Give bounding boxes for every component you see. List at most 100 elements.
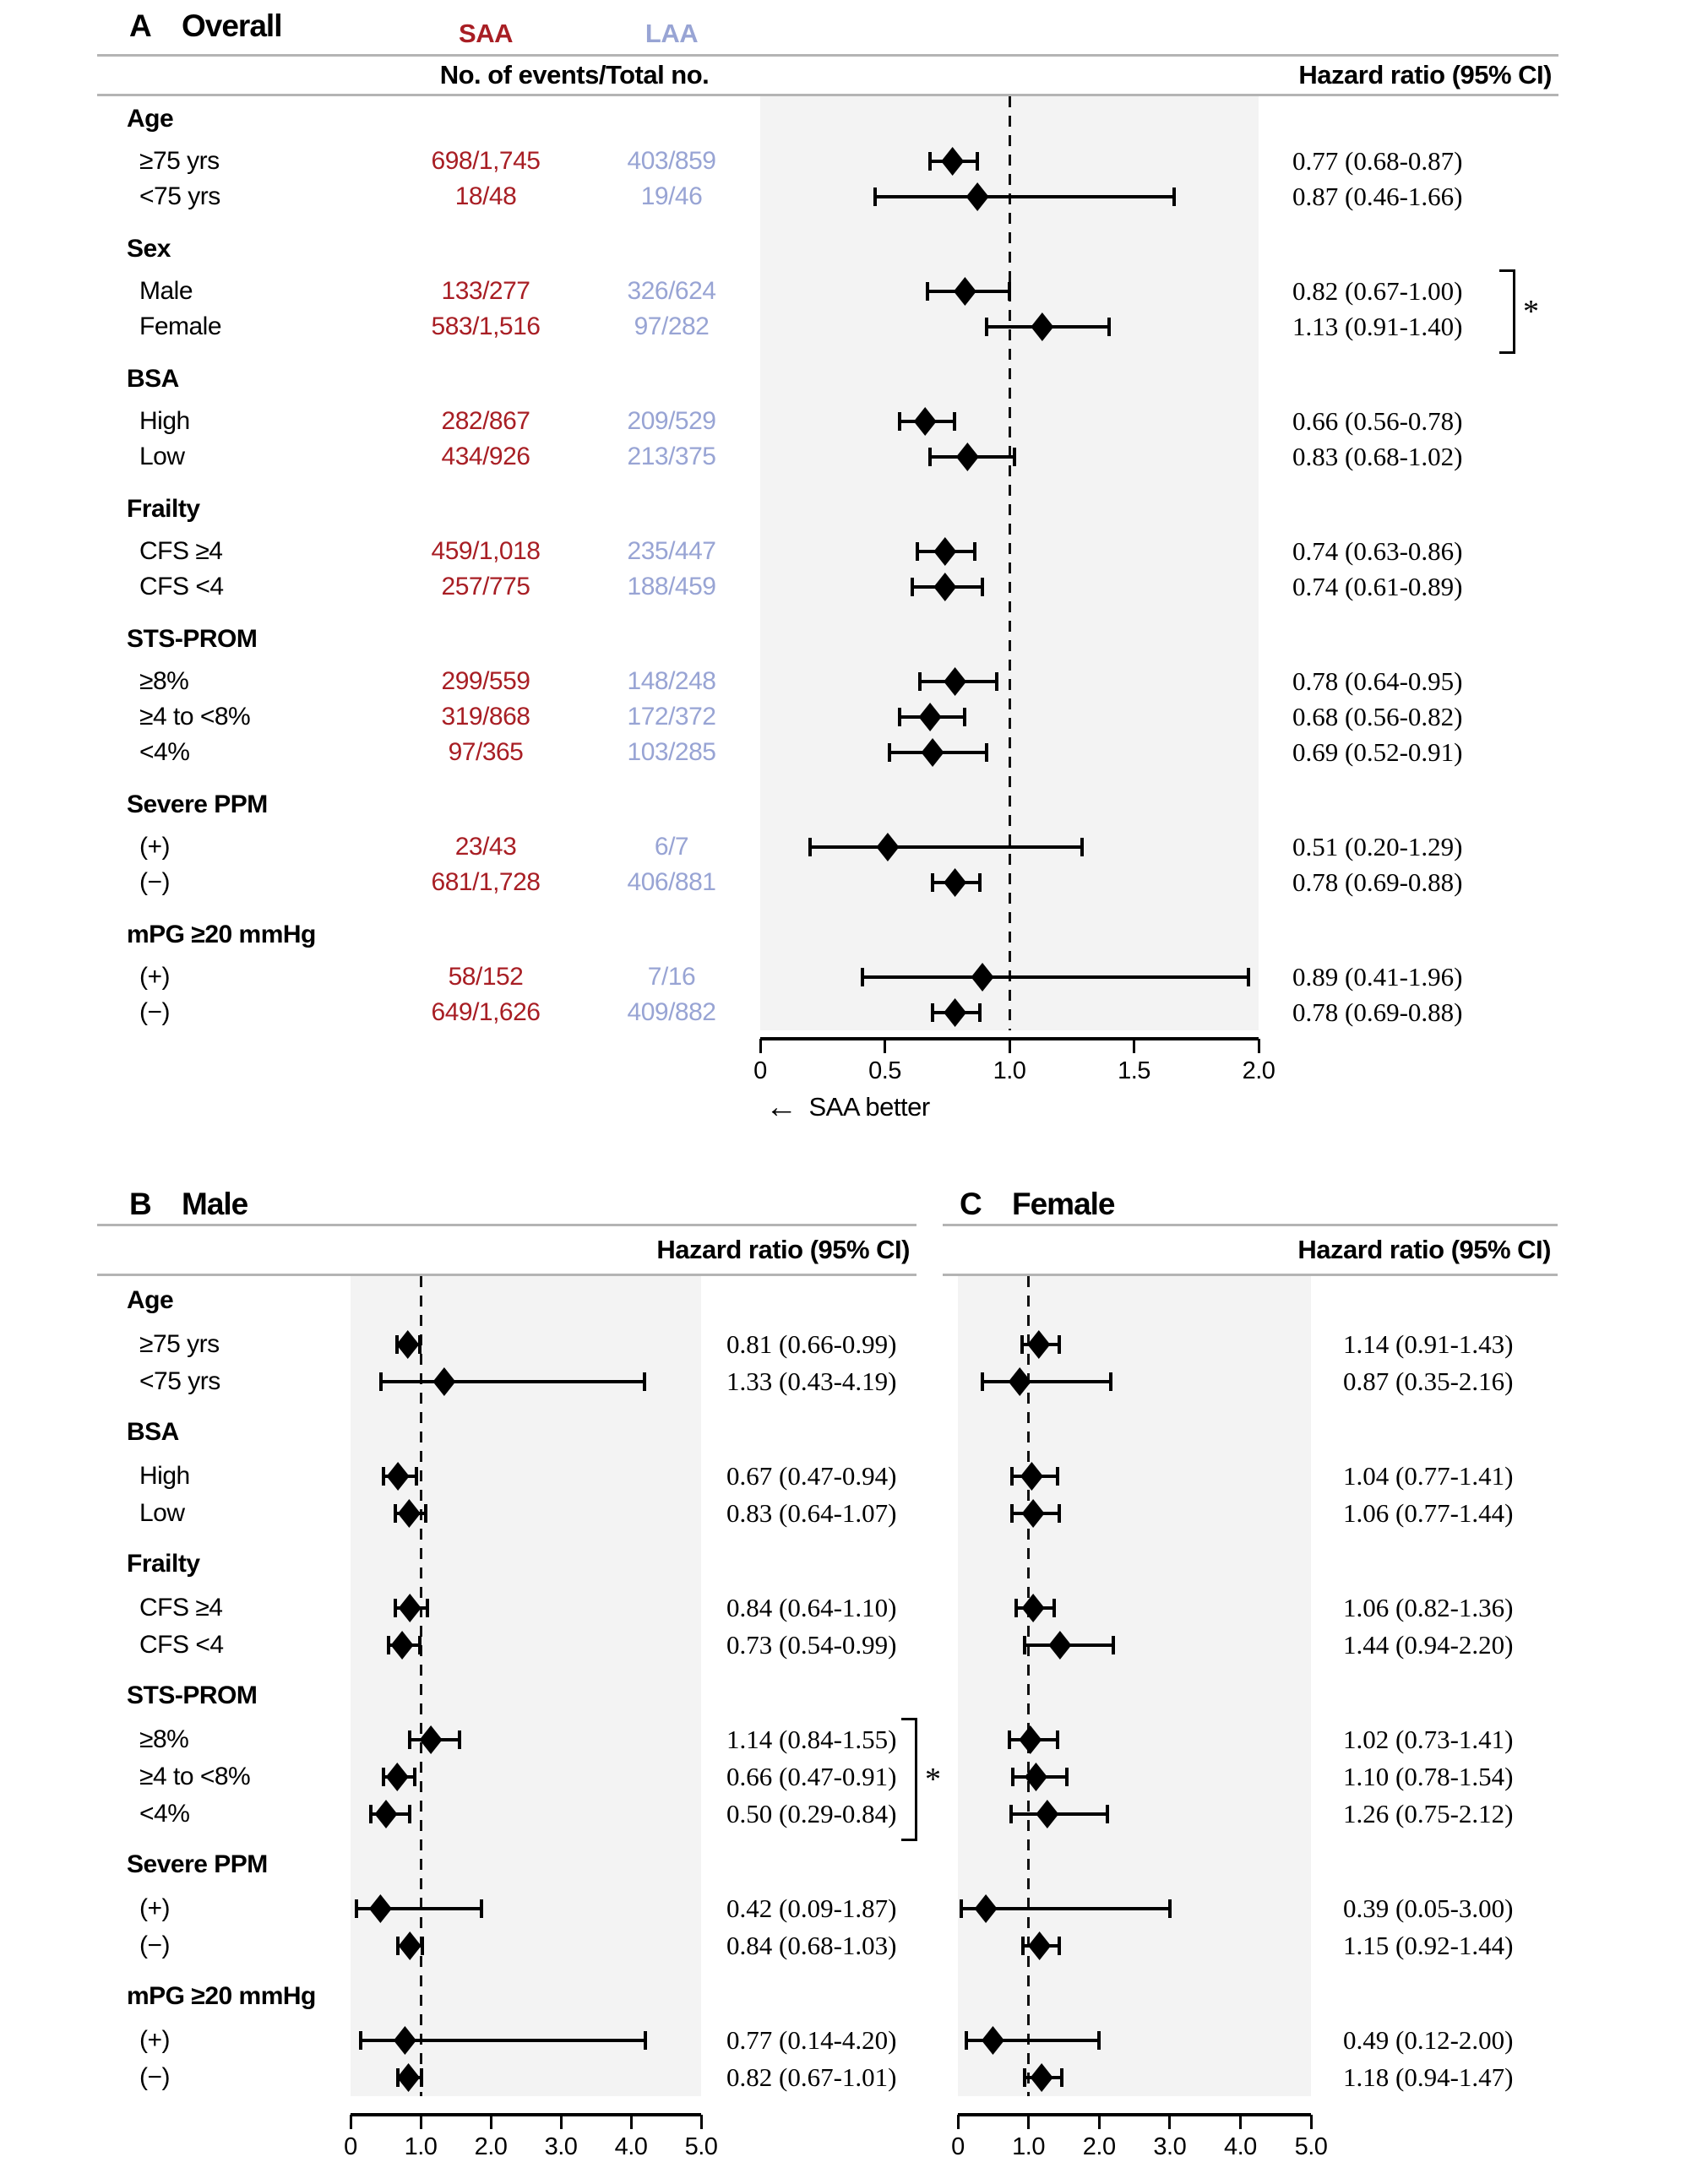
ci-cap-right	[418, 1335, 422, 1354]
axis-tick	[559, 2115, 563, 2129]
reference-line	[1008, 96, 1011, 1030]
spacer	[1311, 1758, 1338, 1796]
saa-events: 434/926	[441, 443, 530, 470]
divider-bottom	[97, 1274, 916, 1276]
ci-cap-right	[980, 578, 984, 596]
reference-line	[1027, 1276, 1031, 2096]
axis-tick-label: 5.0	[684, 2133, 718, 2160]
spacer	[1311, 1458, 1338, 1495]
forest-row: CFS ≥4 459/1,018 235/447 0.74 (0.63-0.86)	[97, 534, 1558, 569]
hr-value	[726, 1976, 916, 2022]
column-headers: No. of events/Total no. Hazard ratio (95…	[97, 57, 1558, 94]
panel-title: C Female	[943, 1185, 1558, 1224]
ci-cap-right	[426, 1599, 430, 1617]
spacer	[701, 2059, 726, 2096]
diamond-marker	[390, 1631, 414, 1660]
group-gap	[943, 1664, 1558, 1676]
ci-line	[862, 975, 1249, 979]
diamond-marker	[876, 833, 900, 861]
divider-top	[97, 54, 1558, 57]
diamond-marker	[397, 2063, 421, 2092]
group-header-row: mPG ≥20 mmHg	[97, 1976, 916, 2022]
ci-cap-left	[888, 743, 892, 762]
significance-asterisk: *	[1523, 294, 1539, 329]
plot-cell	[760, 404, 1259, 439]
hr-value: 1.44 (0.94-2.20)	[1343, 1630, 1514, 1660]
hr-value: 1.06 (0.82-1.36)	[1343, 1593, 1514, 1622]
spacer	[701, 1326, 726, 1363]
group-gap	[97, 1664, 916, 1676]
diamond-marker	[368, 1894, 392, 1923]
plot-cell	[760, 490, 1259, 534]
row-label: (−)	[139, 868, 171, 896]
spacer	[701, 1927, 726, 1964]
hr-value	[1338, 1544, 1558, 1589]
x-axis: 0 1.0 2.0 3.0 4.0 5.0	[97, 2106, 916, 2160]
row-label: (−)	[139, 998, 171, 1026]
spacer	[1259, 490, 1275, 534]
spacer	[1311, 1796, 1338, 1833]
ci-cap-right	[642, 1372, 646, 1391]
ci-cap-right	[977, 1003, 982, 1022]
hr-value: 0.87 (0.35-2.16)	[1343, 1366, 1514, 1396]
ci-cap-left	[1014, 1599, 1018, 1617]
row-label: High	[139, 407, 190, 435]
ci-cap-right	[1057, 1335, 1061, 1354]
ci-cap-right	[972, 542, 976, 561]
diamond-marker	[1027, 1330, 1051, 1359]
spacer	[701, 1721, 726, 1758]
axis-tick	[1008, 1039, 1011, 1053]
ci-cap-right	[1107, 318, 1111, 336]
forest-row: 1.44 (0.94-2.20)	[943, 1627, 1558, 1664]
group-header-row: Severe PPM	[97, 785, 1558, 829]
laa-events: 403/859	[627, 147, 716, 175]
spacer	[1259, 735, 1275, 770]
saa-events: 133/277	[441, 277, 530, 305]
row-label: BSA	[127, 365, 179, 393]
ci-cap-left	[1022, 2068, 1026, 2087]
spacer	[1259, 620, 1275, 664]
lead-spacer	[943, 1890, 958, 1927]
lead-spacer	[943, 1676, 958, 1721]
forest-row: <75 yrs 18/48 19/46 0.87 (0.46-1.66)	[97, 179, 1558, 215]
hr-value: 0.69 (0.52-0.91)	[1292, 737, 1463, 767]
diamond-marker	[432, 1367, 456, 1396]
hr-value	[1275, 620, 1558, 664]
forest-row: <4% 0.50 (0.29-0.84)	[97, 1796, 916, 1833]
spacer	[1311, 2059, 1338, 2096]
ci-cap-right	[1055, 1467, 1059, 1486]
laa-events: 103/285	[627, 738, 716, 766]
diamond-marker	[398, 1594, 422, 1622]
saa-events: 459/1,018	[431, 537, 541, 565]
diamond-marker	[1021, 1594, 1045, 1622]
ci-cap-right	[423, 1504, 427, 1523]
ci-cap-left	[1022, 1636, 1026, 1654]
spacer	[1311, 1412, 1338, 1458]
plot-cell	[958, 1363, 1311, 1400]
diamond-marker	[397, 1499, 421, 1528]
axis-tick-label: 0	[344, 2133, 357, 2160]
hr-value	[726, 1676, 916, 1721]
ci-line	[961, 1907, 1170, 1910]
hr-value	[726, 1280, 916, 1326]
diamond-marker	[944, 998, 967, 1027]
row-label: Age	[127, 1286, 174, 1314]
diamond-marker	[386, 1462, 410, 1491]
hr-value: 0.83 (0.64-1.07)	[726, 1498, 897, 1528]
ci-cap-left	[960, 1899, 964, 1918]
lead-spacer	[943, 1976, 958, 2022]
plot-cell	[958, 1721, 1311, 1758]
spacer	[1259, 865, 1275, 900]
axis-tick-label: 0.5	[868, 1057, 901, 1084]
plot-cell	[760, 959, 1259, 995]
panel-title-text: Overall	[182, 8, 282, 43]
spacer	[1259, 274, 1275, 309]
ci-cap-right	[418, 1636, 422, 1654]
ci-cap-right	[407, 1805, 411, 1823]
ci-line	[966, 2039, 1100, 2042]
direction-note: ← SAA better	[765, 1091, 1558, 1123]
axis-line	[958, 2113, 1311, 2116]
panel-title-text: Male	[182, 1187, 248, 1221]
group-header-row	[943, 1676, 1558, 1721]
hr-value	[726, 1412, 916, 1458]
